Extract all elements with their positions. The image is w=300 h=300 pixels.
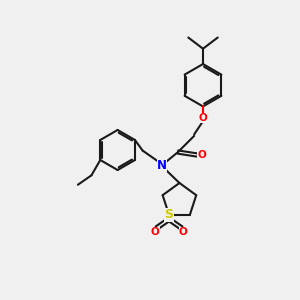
Text: O: O	[197, 150, 206, 160]
Text: O: O	[178, 227, 187, 237]
Text: S: S	[165, 208, 174, 221]
Text: O: O	[151, 227, 160, 237]
Text: O: O	[199, 112, 207, 123]
Text: N: N	[157, 159, 167, 172]
